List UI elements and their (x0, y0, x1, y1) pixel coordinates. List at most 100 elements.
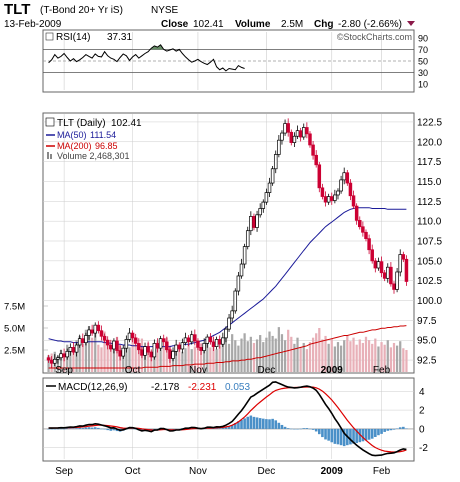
candle-body (255, 214, 259, 228)
macd-histogram-bar (215, 427, 218, 429)
macd-histogram-bar (69, 428, 72, 429)
price-legend-icon (45, 117, 55, 127)
candle-body (140, 349, 144, 356)
volume-y-tick-label: 7.5M (4, 302, 25, 313)
histogram-legend-value: 0.053 (225, 382, 250, 393)
macd-histogram-bar (364, 428, 368, 441)
candle-body (161, 338, 166, 343)
volume-bar (125, 342, 128, 372)
price-x-tick-label: Feb (373, 365, 391, 376)
candle-body (386, 266, 390, 279)
candle-body (121, 347, 125, 357)
volume-bar (367, 340, 371, 372)
volume-bar (103, 331, 106, 372)
exchange: NYSE (151, 5, 179, 16)
close-value: 102.41 (193, 19, 224, 30)
candle-body (199, 347, 203, 351)
macd-histogram-bar (277, 422, 281, 429)
candle-body (224, 328, 228, 339)
macd-histogram-bar (280, 424, 284, 429)
macd-histogram-bar (305, 428, 309, 429)
candle-body (112, 340, 116, 350)
volume-label: Volume (235, 19, 271, 30)
rsi-legend-icon (45, 32, 54, 41)
candle-body (214, 339, 219, 347)
signal-legend-value: -2.231 (188, 382, 217, 393)
volume-bar (159, 349, 162, 372)
candle-body (158, 338, 163, 349)
macd-y-tick-label: -2 (419, 443, 428, 454)
candle-body (149, 351, 154, 358)
volume-bar (81, 343, 84, 372)
macd-histogram-bar (386, 428, 390, 431)
macd-histogram-bar (324, 428, 327, 440)
candle-body (208, 336, 213, 343)
volume-bar (265, 337, 268, 372)
volume-bar (150, 350, 153, 372)
macd-histogram-bar (106, 428, 109, 431)
volume-bar (106, 339, 109, 372)
candle-body (130, 332, 135, 339)
candle-body (354, 205, 359, 221)
candle-body (283, 123, 287, 134)
volume-bar (227, 343, 231, 372)
volume-bar (178, 344, 181, 372)
volume-bar (311, 337, 315, 372)
volume-bar (165, 337, 168, 372)
candle-body (298, 130, 303, 138)
candle-body (239, 263, 244, 277)
volume-bar (296, 337, 299, 372)
volume-bar (277, 327, 280, 372)
volume-bar (355, 344, 358, 372)
macd-histogram-bar (97, 427, 100, 429)
volume-bar (184, 348, 187, 372)
macd-y-tick-label: 0 (419, 424, 425, 435)
candle-body (249, 216, 253, 232)
price-legend: TLT (Daily) 102.41 MA(50) 111.54 MA(200)… (45, 117, 142, 161)
macd-histogram-bar (153, 428, 156, 430)
macd-histogram-bar (75, 428, 78, 429)
ma50-legend-value: 111.54 (90, 130, 116, 140)
macd-histogram-bar (255, 417, 259, 429)
candle-body (87, 329, 91, 336)
candle-body (379, 261, 384, 274)
candle-body (53, 358, 57, 364)
price-y-tick-label: 112.5 (417, 197, 442, 208)
volume-bar (59, 350, 63, 372)
candle-body (258, 208, 262, 216)
candle-body (308, 133, 312, 146)
candle-body (165, 341, 169, 351)
volume-bar (380, 342, 383, 372)
volume-bar (305, 349, 308, 372)
volume-bar (399, 341, 402, 372)
volume-bar (137, 348, 140, 372)
macd-histogram-bar (336, 428, 340, 445)
candle-body (196, 340, 200, 348)
volume-bar (302, 342, 305, 372)
price-x-tick-label: Nov (189, 365, 207, 376)
candle-body (404, 258, 409, 282)
change-value: -2.80 (-2.66%) (338, 19, 402, 30)
volume-bar (122, 349, 125, 372)
candle-body (382, 272, 387, 279)
volume-bar (231, 334, 234, 372)
candle-body (202, 343, 206, 351)
candle-body (389, 266, 393, 285)
candle-body (56, 357, 60, 360)
volume-bar (181, 351, 184, 372)
candle-body (168, 349, 172, 359)
candle-body (127, 332, 132, 340)
volume-bar (327, 343, 330, 372)
volume-bar (243, 333, 246, 372)
macd-histogram-bar (283, 426, 287, 429)
volume-bar (374, 338, 377, 372)
rsi-legend-label: RSI(14) (56, 32, 90, 43)
candle-body (295, 130, 300, 137)
macd-histogram-bar (84, 427, 88, 429)
candle-body (118, 350, 122, 357)
volume-bar (283, 340, 287, 372)
ma200-line (48, 325, 407, 369)
macd-histogram-bar (405, 428, 408, 429)
volume-bar (69, 350, 72, 372)
